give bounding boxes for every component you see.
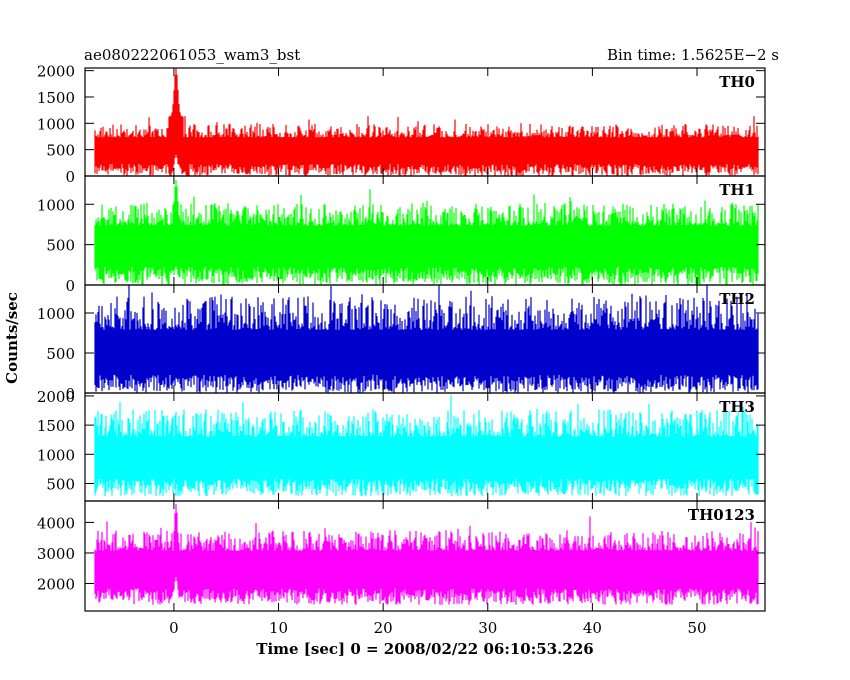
y-tick-label: 500 <box>46 237 75 255</box>
series-th1-trace <box>94 180 759 285</box>
x-tick-label: 20 <box>374 619 393 637</box>
panel-th1: 0 500 1000 TH1 <box>37 175 766 295</box>
panel-th2: 0 500 1000 TH2 <box>37 284 766 403</box>
y-tick-label: 500 <box>46 142 75 160</box>
x-tick-label: 0 <box>169 619 179 637</box>
y-tick-label: 0 <box>65 277 75 295</box>
panel-th3: 500 1000 1500 2000 TH3 <box>37 388 766 502</box>
bin-time-label: Bin time: 1.5625E−2 s <box>607 46 779 64</box>
panel-label-th1: TH1 <box>719 181 755 199</box>
y-tick-label: 1000 <box>37 305 75 323</box>
y-tick-label: 500 <box>46 475 75 493</box>
y-tick-label: 0 <box>65 168 75 186</box>
x-axis: 0 10 20 30 40 50 <box>169 619 706 637</box>
x-tick-label: 50 <box>687 619 706 637</box>
panel-frame <box>84 500 766 612</box>
chart-title: ae080222061053_wam3_bst <box>84 46 300 64</box>
x-tick-label: 10 <box>269 619 288 637</box>
y-tick-label: 1000 <box>37 115 75 133</box>
y-tick-label: 1000 <box>37 446 75 464</box>
y-tick-label: 1500 <box>37 417 75 435</box>
series-th0123-trace <box>94 504 759 605</box>
x-axis-label: Time [sec] 0 = 2008/02/22 06:10:53.226 <box>256 640 593 658</box>
series-th3-trace <box>94 395 759 497</box>
panels-group: 0 500 1000 1500 2000 TH0 0 500 1000 TH1 0 500 1000 TH… <box>37 63 766 612</box>
y-tick-label: 1500 <box>37 89 75 107</box>
y-tick-label: 1000 <box>37 196 75 214</box>
y-tick-label: 2000 <box>37 388 75 406</box>
y-tick-label: 2000 <box>37 63 75 81</box>
y-tick-label: 4000 <box>37 514 75 532</box>
y-axis-label: Counts/sec <box>3 292 21 384</box>
y-tick-label: 500 <box>46 345 75 363</box>
y-tick-label: 2000 <box>37 576 75 594</box>
x-tick-label: 30 <box>478 619 497 637</box>
y-tick-label: 0 <box>65 385 75 403</box>
x-tick-label: 40 <box>583 619 602 637</box>
series-th0-trace <box>94 68 759 176</box>
panel-th0: 0 500 1000 1500 2000 TH0 <box>37 63 766 186</box>
panel-label-th0: TH0 <box>719 73 755 91</box>
y-tick-label: 3000 <box>37 545 75 563</box>
panel-th0123: 2000 3000 4000 TH0123 <box>37 500 766 612</box>
series-th2-trace <box>94 285 759 393</box>
panel-label-th3: TH3 <box>719 398 755 416</box>
panel-label-th2: TH2 <box>719 290 755 308</box>
panel-label-th0123: TH0123 <box>688 506 755 524</box>
